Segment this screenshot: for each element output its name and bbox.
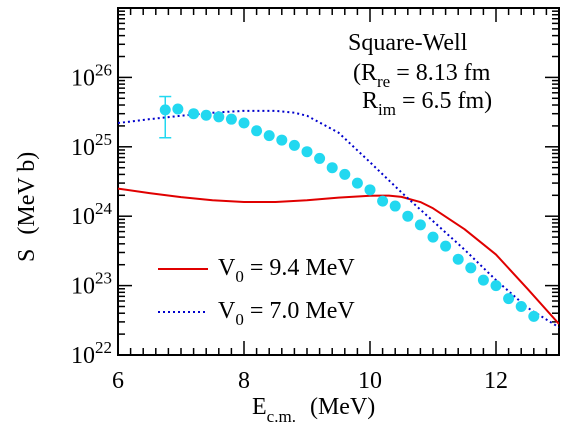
legend: V0 = 9.4 MeV V0 = 7.0 MeV xyxy=(158,255,355,329)
minor-ticks xyxy=(117,8,560,356)
data-point xyxy=(263,130,275,142)
data-point xyxy=(159,104,171,116)
data-point xyxy=(200,109,212,121)
annotation-line-1: (Rre = 8.13 fm xyxy=(353,60,491,91)
data-point xyxy=(414,219,426,231)
y-axis-label: S(MeV b) xyxy=(14,152,40,262)
data-point xyxy=(326,162,338,174)
data-point xyxy=(172,103,184,115)
data-point xyxy=(314,152,326,164)
data-point xyxy=(377,195,389,207)
data-point xyxy=(251,125,263,137)
data-point xyxy=(503,293,515,305)
data-point xyxy=(490,280,502,292)
x-tick-label: 8 xyxy=(238,368,250,394)
series-line-solid xyxy=(118,187,559,325)
data-point xyxy=(364,184,376,196)
data-point xyxy=(288,139,300,151)
data-point xyxy=(339,168,351,180)
data-point xyxy=(301,146,313,158)
x-tick-label: 12 xyxy=(484,368,508,394)
x-tick-label: 10 xyxy=(358,368,382,394)
data-point xyxy=(213,111,225,123)
y-tick-label: 1024 xyxy=(71,199,113,230)
y-tick-label: 1025 xyxy=(71,130,112,161)
y-tick-label: 1023 xyxy=(71,269,112,300)
data-point xyxy=(452,253,464,265)
data-point xyxy=(276,134,288,146)
annotation-line-2: Rim = 6.5 fm) xyxy=(362,88,492,119)
chart-title: Square-Well xyxy=(348,30,468,56)
series-line-dotted xyxy=(118,109,559,329)
data-point xyxy=(528,310,540,322)
data-point xyxy=(515,300,527,312)
data-point xyxy=(465,262,477,274)
plot-frame xyxy=(117,7,560,356)
y-tick-label: 1026 xyxy=(71,60,112,91)
data-point xyxy=(427,231,439,243)
legend-label-dotted: V0 = 7.0 MeV xyxy=(218,298,355,329)
y-tick-label: 1022 xyxy=(71,338,112,369)
data-point xyxy=(238,117,250,129)
x-axis-label: Ec.m. (MeV) xyxy=(252,394,375,426)
data-point xyxy=(389,200,401,212)
x-tick-label: 6 xyxy=(112,368,124,394)
data-point xyxy=(188,108,200,120)
legend-label-solid: V0 = 9.4 MeV xyxy=(218,255,355,286)
data-point xyxy=(440,240,452,252)
data-point xyxy=(225,113,237,125)
data-point xyxy=(402,210,414,222)
data-point xyxy=(351,177,363,189)
data-point xyxy=(477,274,489,286)
